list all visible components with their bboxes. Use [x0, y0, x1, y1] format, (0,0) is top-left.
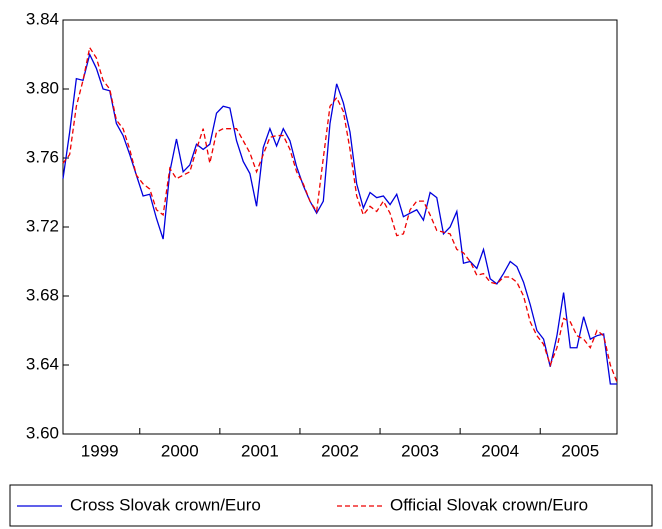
plot-frame	[62, 19, 618, 435]
legend-label: Cross Slovak crown/Euro	[70, 495, 261, 514]
y-tick-label: 3.72	[26, 216, 59, 235]
y-tick-label: 3.60	[26, 423, 59, 442]
legend-label: Official Slovak crown/Euro	[390, 495, 588, 514]
x-tick-label: 2003	[401, 441, 439, 460]
series-line	[62, 52, 617, 385]
legend-box	[9, 484, 653, 527]
x-tick-label: 2004	[481, 441, 519, 460]
y-tick-label: 3.76	[26, 147, 59, 166]
y-tick-label: 3.84	[26, 9, 59, 28]
x-tick-label: 1999	[81, 441, 119, 460]
y-tick-label: 3.68	[26, 285, 59, 304]
x-tick-label: 2005	[561, 441, 599, 460]
x-tick-label: 2001	[241, 441, 279, 460]
x-tick-label: 2000	[161, 441, 199, 460]
x-tick-label: 2002	[321, 441, 359, 460]
series-line	[62, 45, 618, 383]
y-tick-label: 3.64	[26, 354, 59, 373]
y-tick-label: 3.80	[26, 78, 59, 97]
